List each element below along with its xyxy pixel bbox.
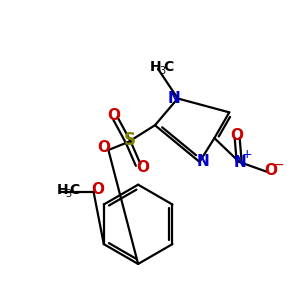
Text: O: O bbox=[136, 160, 150, 175]
Text: 3: 3 bbox=[66, 189, 72, 199]
Text: O: O bbox=[107, 108, 120, 123]
Text: N: N bbox=[197, 154, 210, 169]
Text: +: + bbox=[242, 148, 252, 161]
Text: O: O bbox=[97, 140, 110, 154]
Text: C: C bbox=[164, 60, 174, 74]
Text: H: H bbox=[57, 183, 69, 196]
Text: O: O bbox=[231, 128, 244, 142]
Text: N: N bbox=[167, 91, 180, 106]
Text: S: S bbox=[124, 131, 136, 149]
Text: 3: 3 bbox=[159, 66, 165, 76]
Text: N: N bbox=[234, 155, 247, 170]
Text: C: C bbox=[70, 183, 80, 196]
Text: O: O bbox=[91, 182, 104, 197]
Text: H: H bbox=[150, 60, 162, 74]
Text: O: O bbox=[264, 163, 278, 178]
Text: −: − bbox=[273, 158, 285, 172]
